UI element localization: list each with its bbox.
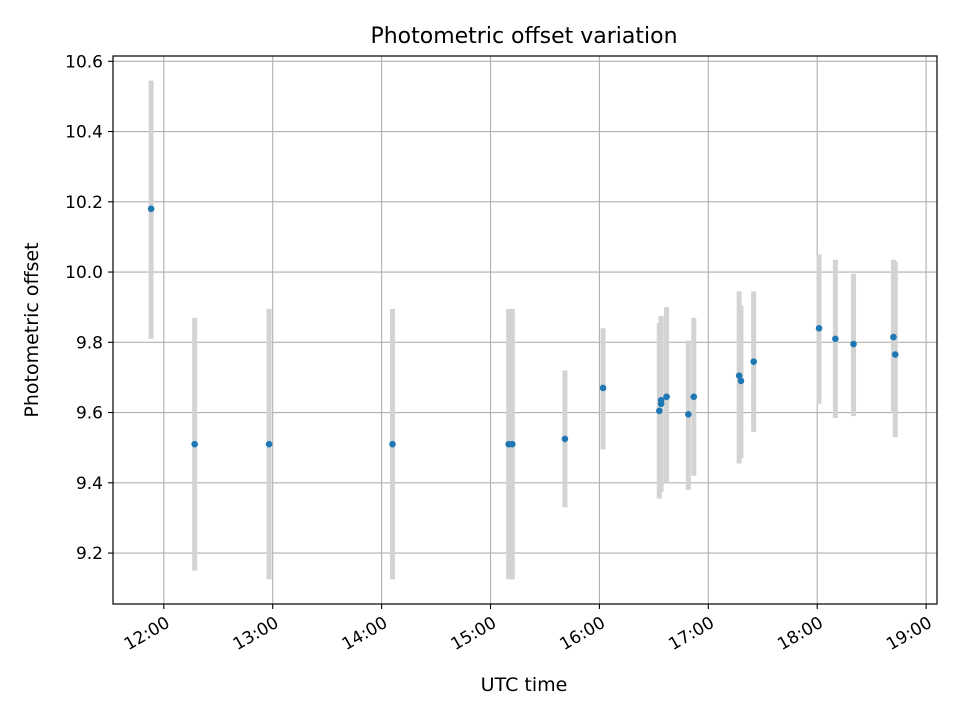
x-axis-label: UTC time [481,674,568,696]
data-point [832,335,839,343]
data-point [690,393,698,401]
data-point [147,205,155,213]
data-point [599,384,607,392]
y-tick-label: 10.0 [65,263,103,283]
y-tick-label: 9.2 [76,544,103,564]
y-axis: 9.2 9.4 9.6 9.8 10.0 10.2 10.4 10.6 [65,52,113,564]
data-point [737,377,745,385]
grid [113,56,937,604]
data-points [147,205,899,448]
data-point [735,372,743,379]
plot-frame [112,55,938,605]
y-tick-label: 10.2 [65,193,103,213]
data-point [685,411,692,418]
data-point [890,333,897,341]
chart-title: Photometric offset variation [370,24,677,49]
data-point [656,407,663,415]
data-point [850,340,857,348]
y-tick-label: 9.8 [76,333,103,353]
data-point [891,351,899,358]
y-tick-label: 9.4 [76,474,103,494]
y-axis-label: Photometric offset [21,242,43,417]
y-tick-label: 9.6 [76,404,103,424]
data-point [561,435,569,443]
data-point [657,396,665,404]
y-tick-label: 10.4 [65,123,103,143]
data-point [815,324,823,332]
data-point [750,358,757,365]
data-point [265,440,273,448]
data-point [663,393,670,401]
data-point [389,440,396,448]
y-tick-label: 10.6 [65,52,103,72]
data-point [191,440,198,448]
data-point [508,440,516,448]
